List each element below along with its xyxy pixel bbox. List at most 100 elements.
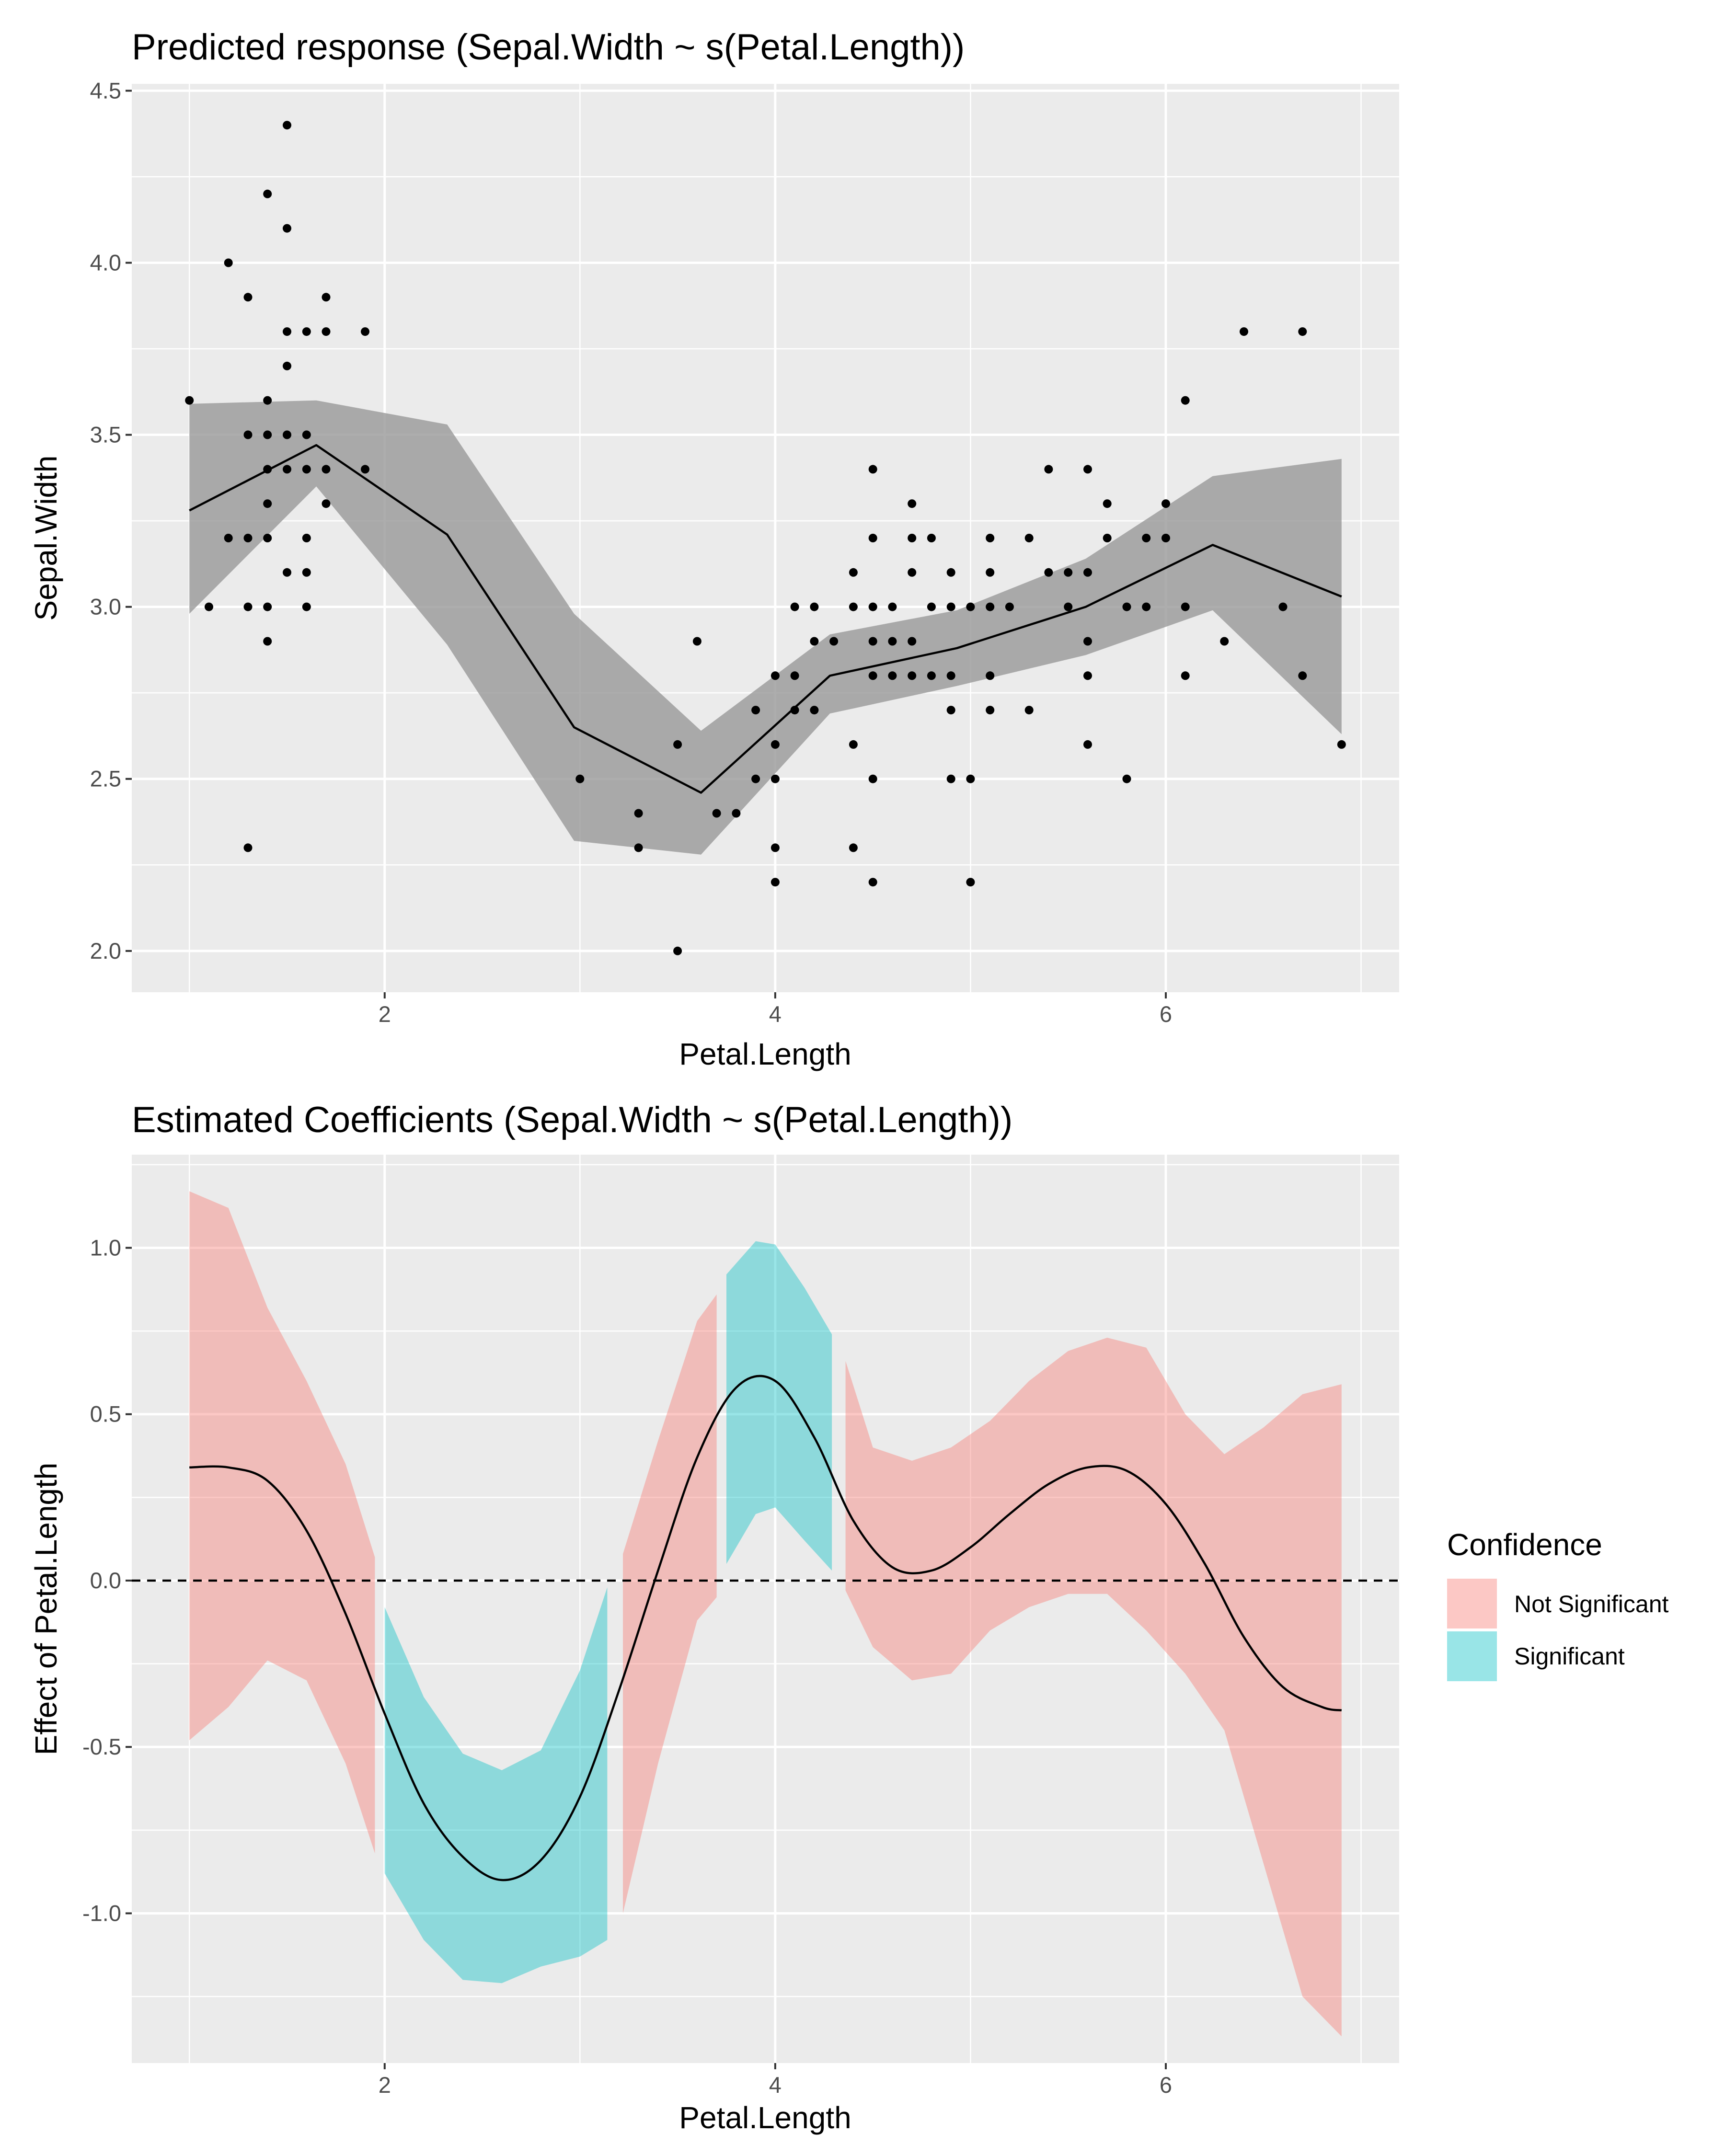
plot2-x-tick-label: 6 — [1160, 2072, 1172, 2098]
plot2-confidence-bands — [189, 1191, 1342, 2037]
plot1-data-point — [692, 637, 702, 646]
legend-key-significant — [1447, 1631, 1497, 1681]
plot1-data-point — [888, 602, 897, 611]
plot1-confidence-ribbon — [189, 400, 1342, 855]
plot1-data-point — [770, 740, 780, 749]
plot1-data-point — [1240, 327, 1248, 336]
plot2-y-axis: -1.0 -0.5 0.0 0.5 1.0 — [82, 1235, 132, 1926]
plot1-data-point — [770, 843, 780, 852]
plot1-fit-line — [189, 444, 1342, 794]
plot1-data-point — [849, 740, 858, 749]
plot1-data-point — [1044, 465, 1053, 474]
plot1-data-point — [751, 706, 760, 715]
plot1-data-point — [868, 878, 877, 887]
plot1-data-point — [888, 637, 897, 646]
plot1-data-point — [283, 121, 291, 130]
plot1-data-point — [908, 637, 917, 646]
plot1-x-tick-label: 6 — [1160, 1001, 1172, 1027]
plot1-data-point — [263, 465, 272, 474]
plot1-data-point — [302, 568, 311, 577]
plot1-data-point — [302, 465, 311, 474]
plot1-data-point — [790, 671, 799, 680]
plot1-data-point — [1064, 568, 1073, 577]
plot1-data-point — [986, 602, 995, 611]
plot1-data-point — [1181, 396, 1190, 405]
plot1-data-point — [966, 602, 975, 611]
plot2-band-not-significant — [623, 1294, 717, 1914]
plot1-data-point — [1103, 534, 1112, 542]
plot2-band-not-significant — [189, 1191, 375, 1854]
plot1-y-tick-label: 3.0 — [90, 594, 121, 619]
plot1-x-tick-label: 4 — [769, 1001, 782, 1027]
plot1-data-point — [849, 568, 858, 577]
plot1-data-point — [243, 293, 253, 302]
plot1-data-point — [810, 637, 819, 646]
plot1-data-point — [1298, 671, 1307, 680]
plot1-data-point — [1142, 534, 1151, 542]
plot1-data-point — [732, 809, 741, 818]
plot1-data-point — [927, 602, 936, 611]
plot1-data-point — [224, 534, 233, 542]
plot2-y-tick-label: 1.0 — [90, 1235, 121, 1260]
plot1-x-tick-label: 2 — [379, 1001, 391, 1027]
plot1-x-axis-title: Petal.Length — [679, 1037, 851, 1071]
plot2-title: Estimated Coefficients (Sepal.Width ~ s(… — [132, 1100, 1012, 1140]
plot1-data-point — [1083, 465, 1092, 474]
plot1-data-point — [1103, 499, 1112, 508]
plot1-data-point — [361, 465, 369, 474]
plot1-y-tick-label: 3.5 — [90, 422, 121, 447]
plot1-y-tick-label: 4.0 — [90, 250, 121, 275]
plot1-data-point — [634, 843, 643, 852]
plot1-ribbon-area — [189, 400, 1342, 855]
plot1-data-point — [751, 774, 760, 783]
plot1-data-point — [770, 878, 780, 887]
plot1-data-point — [673, 946, 682, 955]
plot1-data-point — [1142, 602, 1151, 611]
plot1-data-point — [243, 534, 253, 542]
plot2-y-axis-title: Effect of Petal.Length — [29, 1463, 63, 1755]
plot1-data-point — [1162, 499, 1170, 508]
plot1-data-point — [575, 774, 585, 783]
plot2-band-not-significant — [845, 1338, 1342, 2037]
plot1-y-axis: 2.0 2.5 3.0 3.5 4.0 4.5 — [90, 78, 132, 963]
plot1-data-point — [283, 465, 291, 474]
plot1-data-point — [243, 602, 253, 611]
plot1-data-point — [868, 602, 877, 611]
plot1-data-point — [302, 430, 311, 439]
plot1-data-point — [927, 534, 936, 542]
plot1-data-point — [283, 361, 291, 370]
plot1-data-point — [263, 499, 272, 508]
plot1-data-point — [790, 602, 799, 611]
plot1-data-point — [1298, 327, 1307, 336]
plot1-data-point — [868, 774, 877, 783]
plot1-data-point — [1083, 637, 1092, 646]
plot1-data-point — [243, 843, 253, 852]
plot1-data-point — [1064, 602, 1073, 611]
plot1-data-point — [263, 396, 272, 405]
plot1-data-point — [283, 430, 291, 439]
plot1-data-point — [868, 534, 877, 542]
plot1-data-point — [946, 774, 955, 783]
plot1-data-point — [986, 568, 995, 577]
plot1-data-point — [946, 568, 955, 577]
plot1-data-point — [263, 430, 272, 439]
plot2-estimate-curve — [189, 1375, 1342, 1881]
plot1-data-point — [712, 809, 721, 818]
plot1-data-point — [1044, 568, 1053, 577]
plot1-data-point — [908, 499, 917, 508]
plot2-y-tick-label: 0.0 — [90, 1568, 121, 1593]
plot1-data-point — [868, 465, 877, 474]
plot1-data-point — [790, 706, 799, 715]
plot1-data-point — [1278, 602, 1288, 611]
plot2-y-tick-label: -1.0 — [82, 1900, 121, 1926]
plot1-data-point — [1024, 534, 1034, 542]
plot2-x-tick-label: 2 — [379, 2072, 391, 2098]
plot1-x-axis: 2 4 6 — [379, 992, 1172, 1027]
plot1-y-axis-title: Sepal.Width — [29, 455, 63, 620]
estimated-coefficients-plot: Estimated Coefficients (Sepal.Width ~ s(… — [29, 1100, 1668, 2135]
plot1-data-point — [1024, 706, 1034, 715]
legend-title: Confidence — [1447, 1527, 1602, 1562]
plot1-data-point — [908, 568, 917, 577]
plot1-data-point — [302, 327, 311, 336]
